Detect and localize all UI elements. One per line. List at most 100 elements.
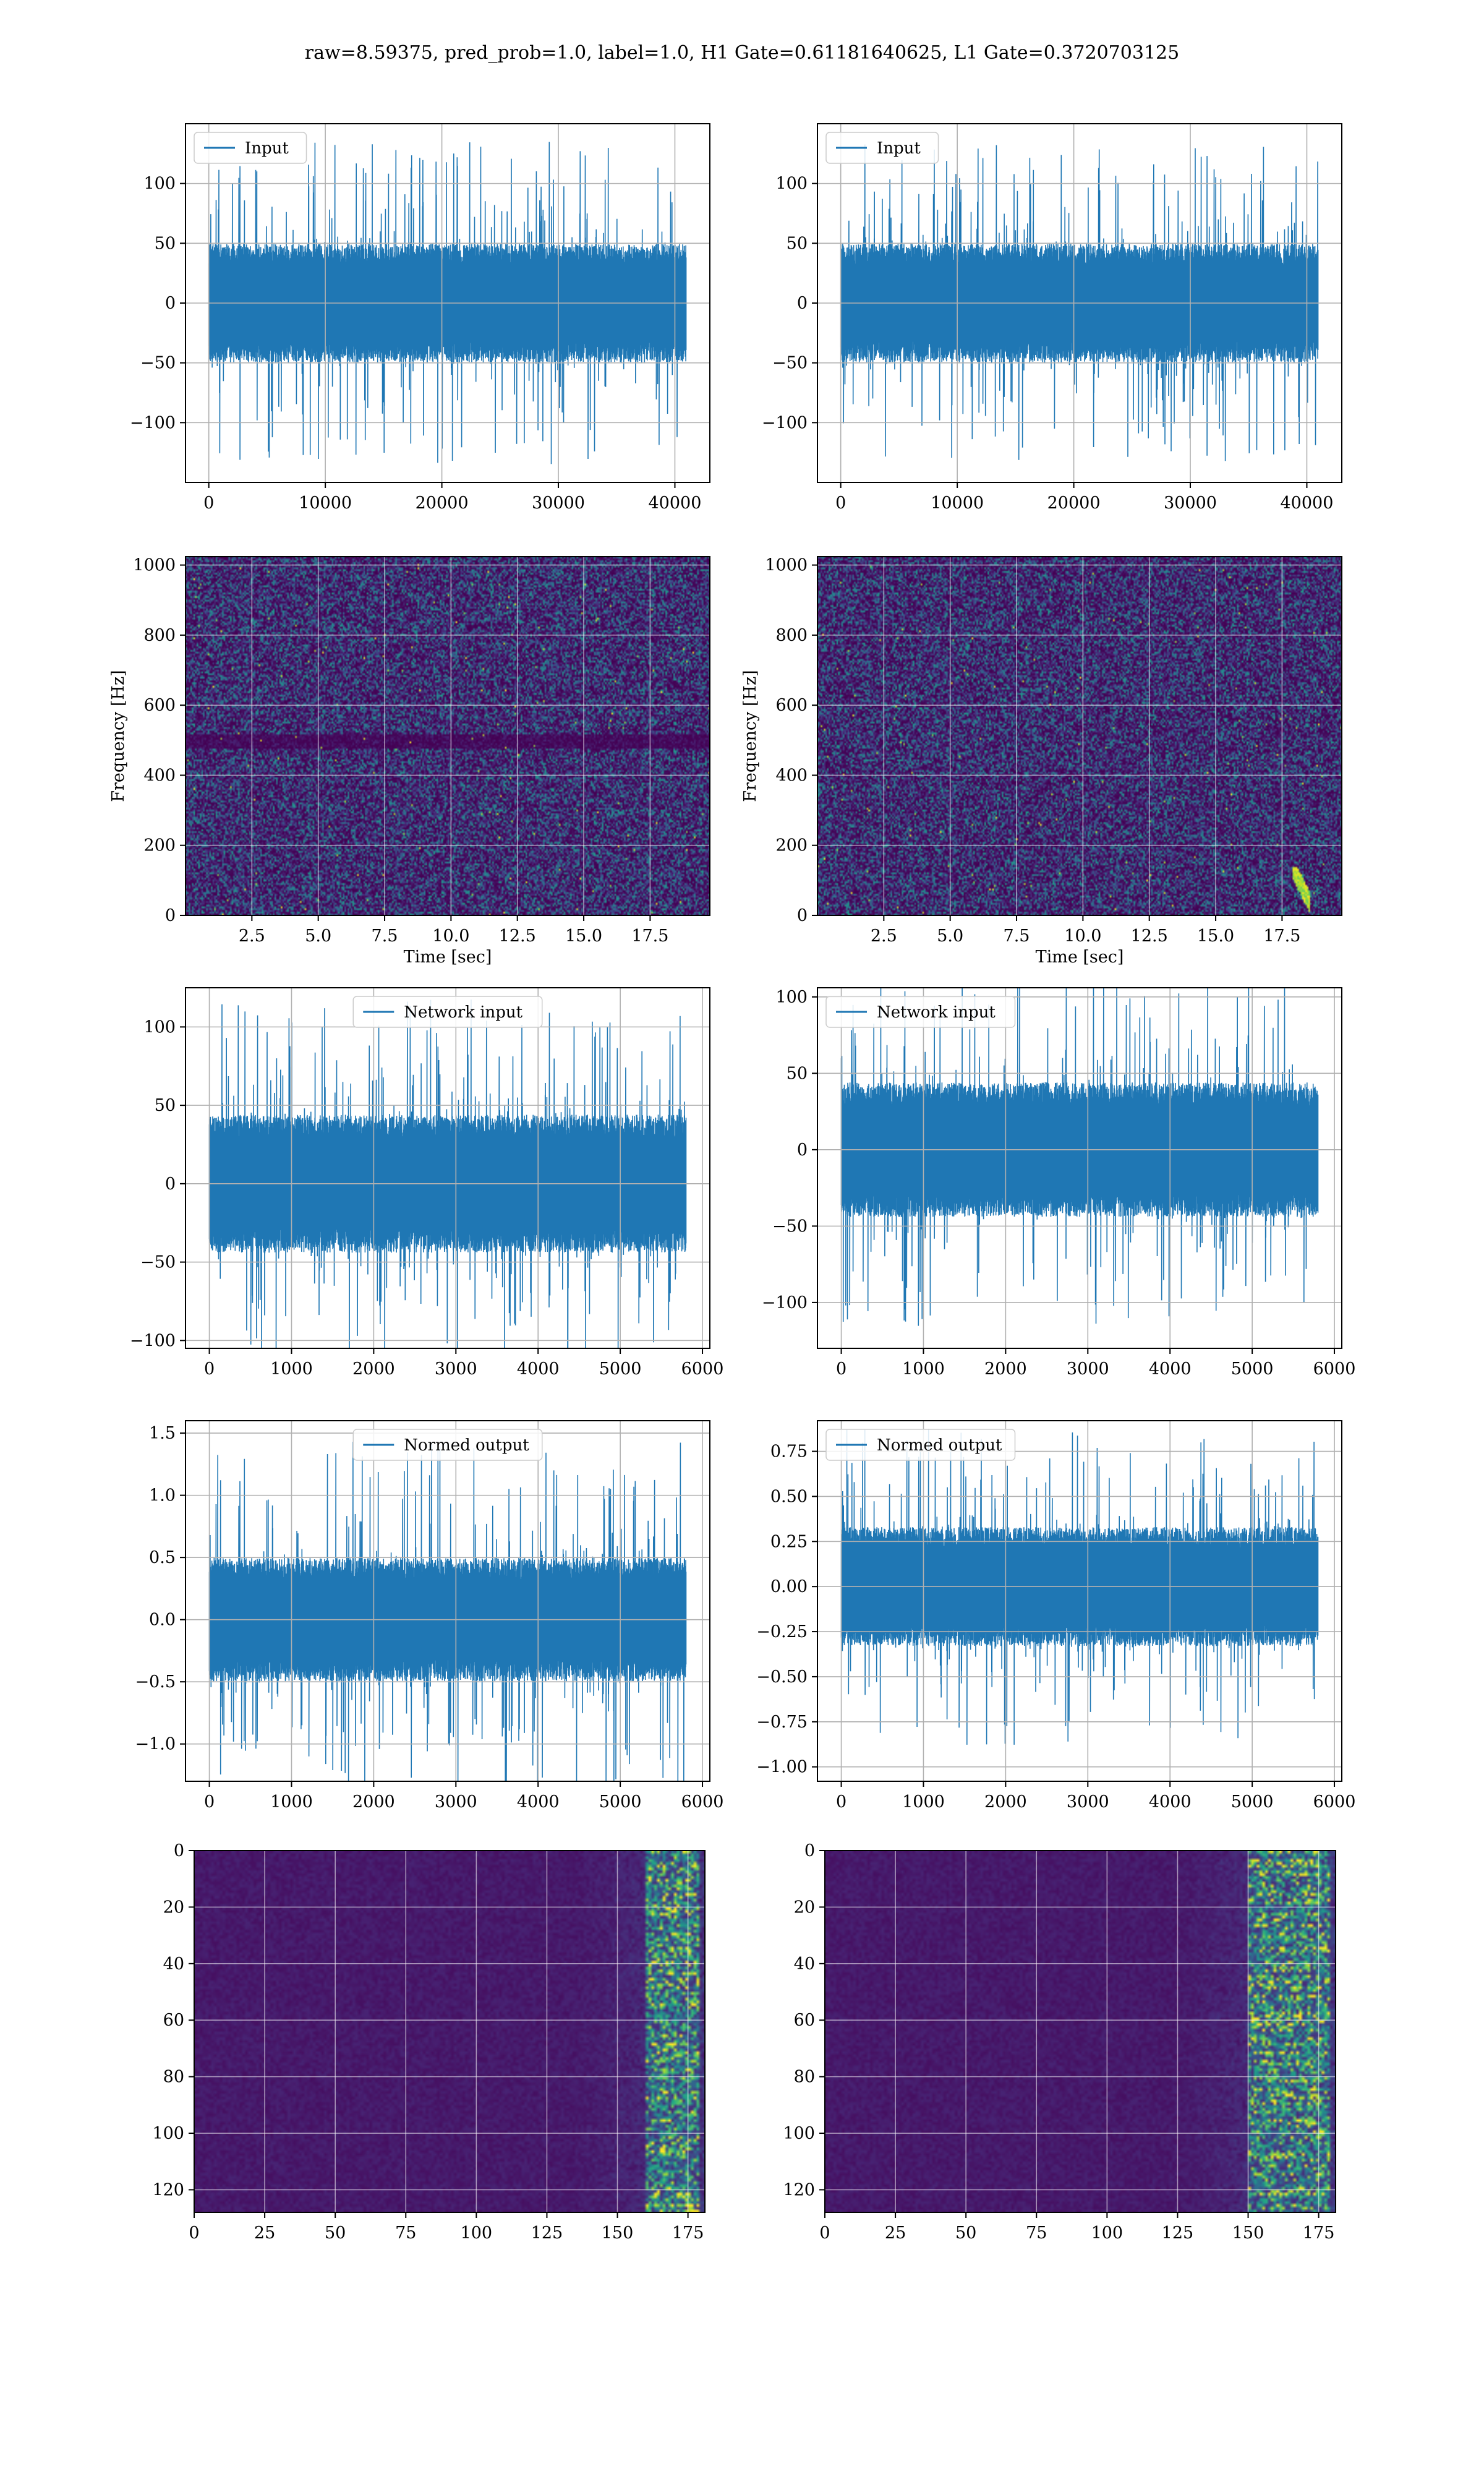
panel-l1-input: 0 10000 20000 30000 40000 −100 −50 0 50 100 Input [762,123,1342,513]
x-tick-label-0: 2.5 [871,927,897,946]
plot-area [825,1851,1336,2212]
y-tick-label-6: 0.50 [770,1487,808,1506]
x-tick-label-0: 0 [836,1359,846,1379]
y-tick-label-1: 200 [143,836,176,855]
heatmap-image [186,557,710,915]
x-tick-label-3: 30000 [1164,494,1217,513]
x-tick-label-7: 175 [672,2224,704,2243]
x-tick-label-5: 15.0 [1197,927,1234,946]
x-tick-label-0: 2.5 [239,927,265,946]
y-tick-label-3: 600 [143,696,176,715]
y-tick-label-2: −0.50 [756,1667,808,1687]
y-tick-label-5: 100 [783,2124,815,2143]
y-tick-label-1: −50 [140,1253,176,1272]
legend-box [194,132,307,164]
y-tick-label-4: 100 [775,174,808,194]
y-tick-label-0: −1.00 [756,1758,808,1777]
legend-box [825,1429,1016,1461]
figure-title: raw=8.59375, pred_prob=1.0, label=1.0, H… [304,42,1180,64]
axes-frame [194,1850,706,2213]
x-tick-label-1: 1000 [902,1792,945,1812]
legend: Normed output [352,1429,543,1461]
x-tick-label-5: 125 [531,2224,563,2243]
plot-area [817,1421,1342,1781]
x-tick-label-0: 0 [819,2224,830,2243]
axes-frame [817,987,1342,1349]
x-tick-label-4: 4000 [517,1359,560,1379]
y-tick-label-3: −0.25 [756,1622,808,1641]
series-line-4 [208,999,687,1348]
plot-area [186,1421,710,1781]
panel-l1-normed-output: 0 1000 2000 3000 4000 5000 6000 −1.00 −0.75 −0.50… [756,1420,1355,1812]
x-tick-label-3: 3000 [1067,1359,1109,1379]
y-tick-label-2: 0.0 [149,1611,176,1630]
y-tick-label-0: −100 [762,1293,808,1312]
legend: Input [194,132,307,164]
x-tick-label-2: 50 [955,2224,976,2243]
x-tick-label-1: 10000 [299,494,352,513]
axes-frame [824,1850,1336,2213]
y-tick-label-0: −100 [762,413,808,432]
x-tick-label-7: 175 [1303,2224,1335,2243]
panel-l1-feature-map: 0 25 50 75 100 125 150 175 0 20 40 60 80 100 120 [783,1841,1336,2243]
x-tick-label-1: 25 [885,2224,906,2243]
y-tick-label-3: 50 [155,234,176,253]
x-tick-label-4: 100 [1091,2224,1124,2243]
x-tick-label-4: 4000 [1149,1359,1192,1379]
y-tick-label-2: 0 [165,294,176,313]
legend-box [352,996,543,1028]
y-tick-label-5: 100 [152,2124,184,2143]
plot-area [194,1851,705,2212]
y-tick-label-6: 120 [783,2180,815,2199]
panel-h1-spectrogram: 2.5 5.0 7.5 10.0 12.5 15.0 17.5 0 200 400 600 800 10… [109,556,710,967]
x-tick-label-6: 17.5 [1263,927,1300,946]
series-line-0 [208,142,687,464]
x-tick-label-6: 6000 [681,1359,724,1379]
x-tick-label-4: 12.5 [1131,927,1168,946]
legend: Normed output [825,1429,1016,1461]
x-tick-label-5: 5000 [1231,1792,1274,1812]
x-tick-label-2: 20000 [1047,494,1101,513]
y-tick-label-0: 0 [797,906,808,925]
x-tick-label-0: 0 [204,1359,215,1379]
legend-label: Input [245,139,289,158]
y-tick-label-3: 50 [787,234,808,253]
panel-l1-network-input: 0 1000 2000 3000 4000 5000 6000 −100 −50 0 50 100 Ne… [762,987,1356,1379]
series-line-6 [208,1442,687,1781]
axes-frame [817,1420,1342,1782]
x-tick-label-3: 10.0 [1064,927,1101,946]
x-tick-label-6: 6000 [1313,1359,1356,1379]
y-tick-label-2: 40 [794,1954,815,1974]
y-tick-label-4: 1.0 [149,1486,176,1505]
x-tick-label-0: 0 [204,1792,215,1812]
x-tick-label-4: 100 [461,2224,493,2243]
x-tick-label-0: 0 [189,2224,199,2243]
legend-label: Input [877,139,921,158]
plot-area [817,557,1342,915]
x-tick-label-3: 75 [395,2224,416,2243]
y-tick-label-3: 60 [163,2011,184,2030]
x-tick-label-3: 3000 [1067,1792,1109,1812]
y-tick-label-2: 0 [797,294,808,313]
x-tick-label-2: 2000 [352,1359,395,1379]
y-axis-label: Frequency [Hz] [741,670,760,802]
x-tick-label-4: 40000 [649,494,702,513]
y-tick-label-3: 60 [794,2011,815,2030]
y-tick-label-1: −0.75 [756,1713,808,1732]
y-tick-label-3: 50 [787,1064,808,1083]
y-tick-label-4: 800 [775,626,808,645]
y-tick-label-0: 0 [174,1841,184,1860]
y-tick-label-1: −50 [772,1217,808,1236]
heatmap-image [817,557,1342,915]
y-tick-label-2: 400 [143,766,176,785]
y-tick-label-4: 0.00 [770,1577,808,1596]
y-tick-label-0: −100 [130,413,176,432]
y-tick-label-4: 100 [775,988,808,1007]
y-tick-label-4: 80 [794,2068,815,2087]
x-tick-label-2: 7.5 [372,927,398,946]
plot-area [186,557,710,915]
x-tick-label-2: 2000 [984,1792,1027,1812]
plot-area [817,988,1342,1348]
x-tick-label-1: 1000 [270,1359,313,1379]
